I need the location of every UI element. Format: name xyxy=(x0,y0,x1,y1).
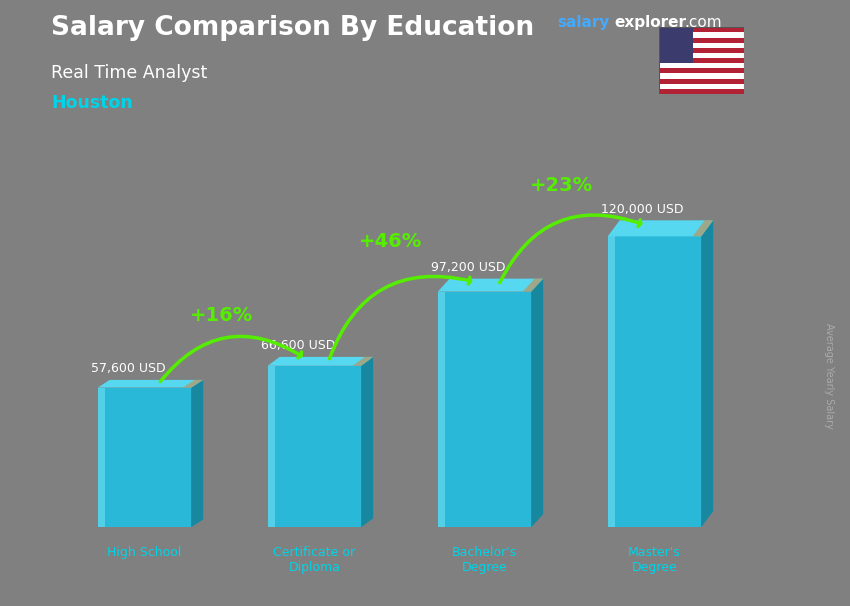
Text: 97,200 USD: 97,200 USD xyxy=(431,261,506,274)
Polygon shape xyxy=(268,357,373,366)
Text: +23%: +23% xyxy=(530,176,592,195)
Polygon shape xyxy=(693,221,713,236)
Text: 57,600 USD: 57,600 USD xyxy=(91,362,166,375)
Polygon shape xyxy=(98,388,191,527)
Polygon shape xyxy=(268,366,361,527)
Text: Salary Comparison By Education: Salary Comparison By Education xyxy=(51,15,534,41)
Polygon shape xyxy=(608,221,713,236)
Polygon shape xyxy=(361,357,373,527)
Polygon shape xyxy=(98,388,105,527)
Polygon shape xyxy=(701,221,713,527)
Bar xyxy=(659,38,744,42)
Text: +16%: +16% xyxy=(190,306,252,325)
Bar xyxy=(659,84,744,89)
Text: Certificate or
Diploma: Certificate or Diploma xyxy=(274,546,355,574)
Text: .com: .com xyxy=(684,15,722,30)
Bar xyxy=(659,68,744,73)
Polygon shape xyxy=(438,291,445,527)
Bar xyxy=(659,79,744,84)
Bar xyxy=(659,53,744,58)
Polygon shape xyxy=(183,380,203,388)
Text: explorer: explorer xyxy=(615,15,687,30)
Polygon shape xyxy=(523,279,543,291)
Bar xyxy=(659,89,744,94)
Bar xyxy=(659,27,693,63)
Polygon shape xyxy=(438,279,543,291)
Polygon shape xyxy=(191,380,203,527)
Text: Master's
Degree: Master's Degree xyxy=(628,546,681,574)
Bar xyxy=(659,48,744,53)
Polygon shape xyxy=(438,291,531,527)
Text: Average Yearly Salary: Average Yearly Salary xyxy=(824,323,834,428)
Bar xyxy=(659,63,744,68)
Polygon shape xyxy=(531,279,543,527)
Bar xyxy=(659,73,744,79)
Text: +46%: +46% xyxy=(360,231,422,251)
Polygon shape xyxy=(268,366,275,527)
Text: Bachelor's
Degree: Bachelor's Degree xyxy=(452,546,517,574)
Polygon shape xyxy=(608,236,701,527)
Bar xyxy=(659,32,744,38)
Bar xyxy=(659,27,744,32)
Text: 66,600 USD: 66,600 USD xyxy=(261,339,335,352)
Text: Houston: Houston xyxy=(51,94,133,112)
Bar xyxy=(659,58,744,63)
Polygon shape xyxy=(353,357,373,366)
Text: 120,000 USD: 120,000 USD xyxy=(601,202,683,216)
Text: High School: High School xyxy=(107,546,182,559)
Polygon shape xyxy=(608,236,615,527)
Polygon shape xyxy=(98,380,203,388)
Bar xyxy=(659,42,744,48)
Text: salary: salary xyxy=(557,15,609,30)
Text: Real Time Analyst: Real Time Analyst xyxy=(51,64,207,82)
